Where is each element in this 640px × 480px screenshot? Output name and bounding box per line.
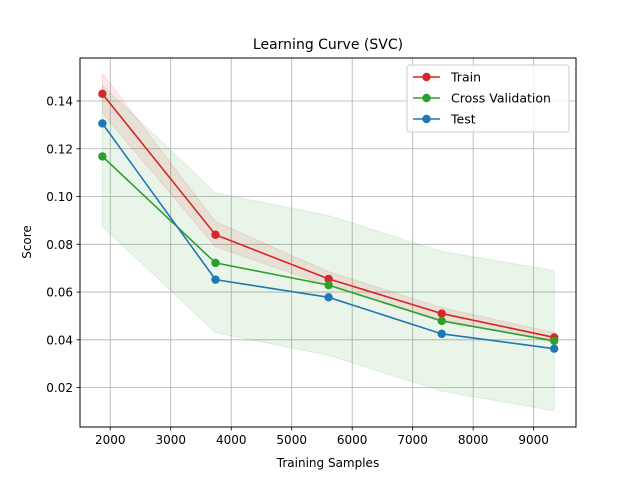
point-train	[211, 230, 220, 239]
y-tick-label: 0.02	[46, 381, 73, 395]
y-tick-label: 0.04	[46, 333, 73, 347]
point-cross-validation	[211, 258, 220, 268]
point-test	[211, 275, 220, 284]
band-cross-validation	[101, 84, 555, 412]
x-tick-label: 6000	[337, 433, 368, 447]
legend-marker-train	[422, 72, 431, 82]
x-tick-label: 2000	[95, 433, 126, 447]
y-axis-label: Score	[20, 225, 34, 259]
x-tick-label: 7000	[397, 433, 428, 447]
x-axis-label: Training Samples	[276, 456, 379, 470]
point-test	[437, 329, 446, 339]
x-axis-ticks: 2000 3000 4000 5000 6000 7000 8000 9000	[95, 427, 549, 447]
x-tick-label: 8000	[458, 433, 489, 447]
point-cross-validation	[98, 152, 107, 161]
y-tick-label: 0.08	[46, 238, 73, 252]
legend-box	[406, 64, 570, 133]
point-test	[550, 344, 559, 353]
point-train	[98, 89, 107, 99]
series-points	[98, 89, 559, 353]
legend-label-test: Test	[450, 112, 476, 127]
legend: Train Cross Validation Test	[406, 64, 570, 133]
point-test	[98, 119, 107, 128]
point-cross-validation	[550, 336, 559, 345]
legend-label-train: Train	[450, 70, 481, 85]
point-train	[437, 309, 446, 318]
x-tick-label: 3000	[155, 433, 186, 447]
chart-title: Learning Curve (SVC)	[253, 37, 403, 53]
plot-frame	[79, 57, 577, 428]
point-test	[324, 293, 333, 302]
legend-label-cross-validation: Cross Validation	[451, 91, 551, 106]
y-axis-ticks: 0.02 0.04 0.06 0.08 0.10 0.12 0.14	[46, 94, 80, 395]
x-tick-label: 9000	[518, 433, 549, 447]
y-tick-label: 0.14	[46, 94, 73, 108]
legend-marker-test	[422, 114, 431, 124]
point-train	[324, 274, 333, 284]
x-tick-label: 5000	[276, 433, 307, 447]
y-tick-label: 0.06	[46, 286, 73, 300]
y-tick-label: 0.12	[46, 142, 73, 156]
y-tick-label: 0.10	[46, 190, 73, 204]
point-cross-validation	[437, 316, 446, 326]
legend-marker-cross-validation	[422, 93, 431, 103]
x-tick-label: 4000	[216, 433, 247, 447]
point-cross-validation	[324, 280, 333, 290]
